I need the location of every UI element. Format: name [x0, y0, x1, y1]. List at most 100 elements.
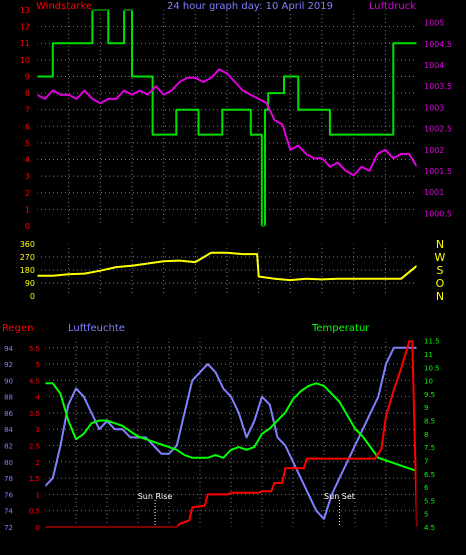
rain-tick-label: 1.5	[29, 475, 40, 483]
rain-tick-label: 4.5	[29, 377, 40, 385]
humidity-tick-label: 74	[4, 508, 13, 516]
temperature-line	[45, 382, 418, 473]
temperature-tick-label: 5.5	[424, 497, 435, 505]
y-right-tick-label: 1005	[424, 19, 444, 28]
temperature-tick-label: 7	[424, 457, 428, 465]
x-tick-label: 10	[195, 534, 205, 543]
y-right-tick-label: 1003	[424, 103, 444, 112]
x-tick-label: 06	[127, 232, 137, 241]
compass-label: S	[437, 264, 444, 277]
humidity-tick-label: 76	[4, 491, 13, 499]
humidity-tick-label: 82	[4, 443, 13, 451]
y-left-tick-label: 9	[25, 72, 30, 81]
y-left-tick-label: 12	[20, 23, 30, 32]
rain-tick-label: 0.5	[29, 508, 40, 516]
humidity-tick-label: 92	[4, 361, 13, 369]
pressure-line	[36, 68, 418, 177]
chart-title: 24 hour graph day: 10 April 2019	[167, 1, 333, 12]
humidity-tick-label: 88	[4, 394, 13, 402]
y-left-tick-label: 180	[20, 266, 35, 275]
x-tick-label: 08	[164, 534, 174, 543]
temperature-tick-label: 6.5	[424, 471, 435, 479]
sunset-label: Sun Set	[324, 492, 355, 501]
temperature-tick-label: 9.5	[424, 391, 435, 399]
temperature-tick-label: 6	[424, 484, 429, 492]
x-tick-label: 14	[257, 534, 267, 543]
y-left-tick-label: 13	[20, 6, 30, 15]
compass-label: W	[435, 251, 446, 264]
x-tick-label: 16	[288, 534, 298, 543]
rain-line	[45, 340, 418, 528]
x-tick-label: 04	[102, 534, 112, 543]
y-left-tick-label: 0	[30, 292, 35, 301]
rain-tick-label: 3	[36, 426, 40, 434]
rain-tick-label: 3.5	[29, 410, 40, 418]
panel-frame	[44, 337, 418, 528]
humidity-tick-label: 90	[4, 377, 13, 385]
y-right-tick-label: 1001.5	[424, 167, 452, 176]
temperature-tick-label: 8.5	[424, 418, 435, 426]
sunrise-label: Sun Rise	[138, 492, 173, 501]
y-left-tick-label: 5	[25, 139, 30, 148]
y-left-tick-label: 0	[25, 222, 30, 231]
y-right-label: Luftdruck	[369, 1, 416, 12]
y-right-tick-label: 1002	[424, 146, 444, 155]
temperature-label: Temperatur	[311, 323, 370, 334]
compass-label: N	[436, 238, 444, 251]
y-right-tick-label: 1004.5	[424, 40, 452, 49]
rain-tick-label: 2.5	[29, 443, 40, 451]
x-tick-label: 06	[133, 534, 143, 543]
x-tick-label: 14	[254, 232, 264, 241]
y-left-label: Windstarke	[36, 1, 92, 12]
x-tick-label: 20	[350, 534, 360, 543]
panel-frame	[36, 9, 418, 227]
rain-humidity-temp-panel: 02 04 06 08 10 12 14 16 18 20 22 0000.511.522.533.5…	[2, 323, 440, 543]
panel-frame	[36, 243, 418, 297]
y-right-tick-label: 1001	[424, 188, 444, 197]
y-left-tick-label: 8	[25, 89, 30, 98]
series-lines	[44, 340, 418, 528]
tick-labels: 02 04 06 08 10 12 14 16 18 20 22 0000.511.522.533.5…	[4, 338, 440, 543]
x-tick-label: 12	[222, 232, 232, 241]
humidity-tick-label: 72	[4, 524, 13, 532]
y-right-tick-label: 1002.5	[424, 125, 452, 134]
series-lines	[36, 9, 418, 227]
compass-label: O	[436, 277, 445, 290]
x-tick-label: 18	[317, 232, 327, 241]
y-left-tick-label: 90	[25, 279, 35, 288]
temperature-tick-label: 10	[424, 378, 433, 386]
humidity-tick-label: 78	[4, 475, 13, 483]
y-right-tick-label: 1000.5	[424, 209, 452, 218]
y-left-tick-label: 4	[25, 156, 30, 165]
rain-tick-label: 0	[36, 524, 40, 532]
temperature-tick-label: 9	[424, 404, 428, 412]
temperature-tick-label: 10.5	[424, 364, 440, 372]
temperature-tick-label: 4.5	[424, 524, 435, 532]
x-tick-label: 00	[412, 232, 422, 241]
y-left-tick-label: 3	[25, 172, 30, 181]
tick-labels: 02 04 06 08 10 12 14 16 18 20 22 000123456789101112…	[20, 6, 452, 241]
x-tick-label: 02	[71, 534, 81, 543]
temperature-tick-label: 11	[424, 351, 433, 359]
panel-background	[45, 338, 417, 527]
rain-label: Regen	[2, 323, 34, 334]
x-tick-label: 04	[95, 232, 105, 241]
y-left-tick-label: 2	[25, 189, 30, 198]
wind-pressure-panel: 02 04 06 08 10 12 14 16 18 20 22 000123456789101112…	[20, 1, 452, 241]
x-tick-label: 10	[190, 232, 200, 241]
y-left-tick-label: 10	[20, 56, 30, 65]
x-tick-label: 08	[159, 232, 169, 241]
temperature-tick-label: 7.5	[424, 444, 435, 452]
y-left-tick-label: 11	[20, 39, 30, 48]
wind-speed-line	[37, 9, 417, 227]
x-tick-label: 18	[319, 534, 329, 543]
y-right-tick-label: 1004	[424, 61, 444, 70]
x-tick-label: 20	[349, 232, 359, 241]
humidity-label: Luftfeuchte	[68, 323, 125, 334]
humidity-tick-label: 94	[4, 345, 13, 353]
y-left-tick-label: 7	[25, 106, 30, 115]
temperature-tick-label: 5	[424, 511, 428, 519]
wind-direction-line	[37, 251, 418, 282]
